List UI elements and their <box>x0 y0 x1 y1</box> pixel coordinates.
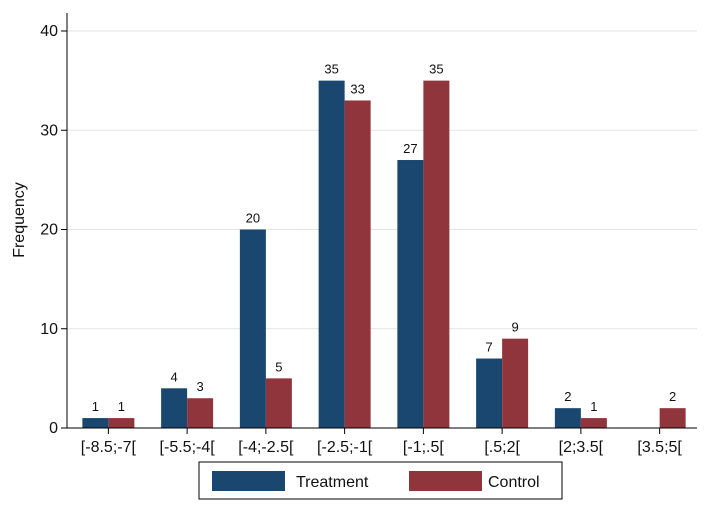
x-category-label-2: [-4;-2.5[ <box>238 439 294 456</box>
data-label-treatment-4: 27 <box>403 141 417 156</box>
bar-treatment-4 <box>397 160 424 428</box>
bar-treatment-0 <box>82 418 109 428</box>
bar-treatment-3 <box>318 80 345 428</box>
bar-control-3 <box>344 100 371 428</box>
x-category-label-1: [-5.5;-4[ <box>160 439 216 456</box>
bar-control-4 <box>423 80 450 428</box>
data-label-treatment-5: 7 <box>486 340 493 355</box>
y-tick-label-4: 40 <box>40 23 58 40</box>
bar-control-2 <box>265 378 292 428</box>
legend-label-treatment: Treatment <box>296 474 369 491</box>
data-label-control-1: 3 <box>197 379 204 394</box>
data-label-control-0: 1 <box>118 399 125 414</box>
legend-label-control: Control <box>488 474 540 491</box>
data-label-treatment-2: 20 <box>246 211 260 226</box>
y-tick-label-3: 30 <box>40 122 58 139</box>
bar-control-6 <box>580 418 607 428</box>
data-label-treatment-0: 1 <box>92 399 99 414</box>
legend-swatch-treatment <box>212 471 285 491</box>
bar-treatment-1 <box>161 388 188 428</box>
bar-control-5 <box>502 338 529 428</box>
x-category-label-0: [-8.5;-7[ <box>81 439 137 456</box>
data-label-control-7: 2 <box>669 389 676 404</box>
gridlines <box>67 30 697 330</box>
x-category-label-7: [3.5;5[ <box>637 439 682 456</box>
bars <box>82 80 686 428</box>
y-tick-label-2: 20 <box>40 222 58 239</box>
data-label-control-3: 33 <box>350 81 364 96</box>
data-label-treatment-3: 35 <box>324 62 338 77</box>
data-labels: 1 1 4 3 20 5 35 33 27 35 7 9 2 1 2 <box>92 62 676 414</box>
bar-treatment-5 <box>476 358 503 428</box>
bar-control-7 <box>659 408 686 428</box>
bar-control-1 <box>187 398 214 428</box>
y-tick-label-0: 0 <box>49 420 58 437</box>
bar-treatment-6 <box>554 408 581 428</box>
legend-swatch-control <box>409 471 482 491</box>
data-label-control-4: 35 <box>429 62 443 77</box>
bar-control-0 <box>108 418 135 428</box>
bar-treatment-2 <box>239 229 266 428</box>
data-label-treatment-1: 4 <box>171 369 178 384</box>
y-tick-label-1: 10 <box>40 321 58 338</box>
data-label-control-5: 9 <box>512 320 519 335</box>
y-axis-title: Frequency <box>11 182 28 258</box>
legend: Treatment Control <box>198 461 563 500</box>
data-label-treatment-6: 2 <box>564 389 571 404</box>
data-label-control-2: 5 <box>275 359 282 374</box>
x-category-label-6: [2;3.5[ <box>559 439 604 456</box>
x-category-labels: [-8.5;-7[ [-5.5;-4[ [-4;-2.5[ [-2.5;-1[ [-1;… <box>81 439 683 456</box>
y-tick-labels: 0 10 20 30 40 <box>40 23 58 437</box>
data-label-control-6: 1 <box>590 399 597 414</box>
axes <box>61 13 697 434</box>
x-category-label-5: [.5;2[ <box>484 439 520 456</box>
x-category-label-3: [-2.5;-1[ <box>317 439 373 456</box>
x-category-label-4: [-1;.5[ <box>403 439 444 456</box>
